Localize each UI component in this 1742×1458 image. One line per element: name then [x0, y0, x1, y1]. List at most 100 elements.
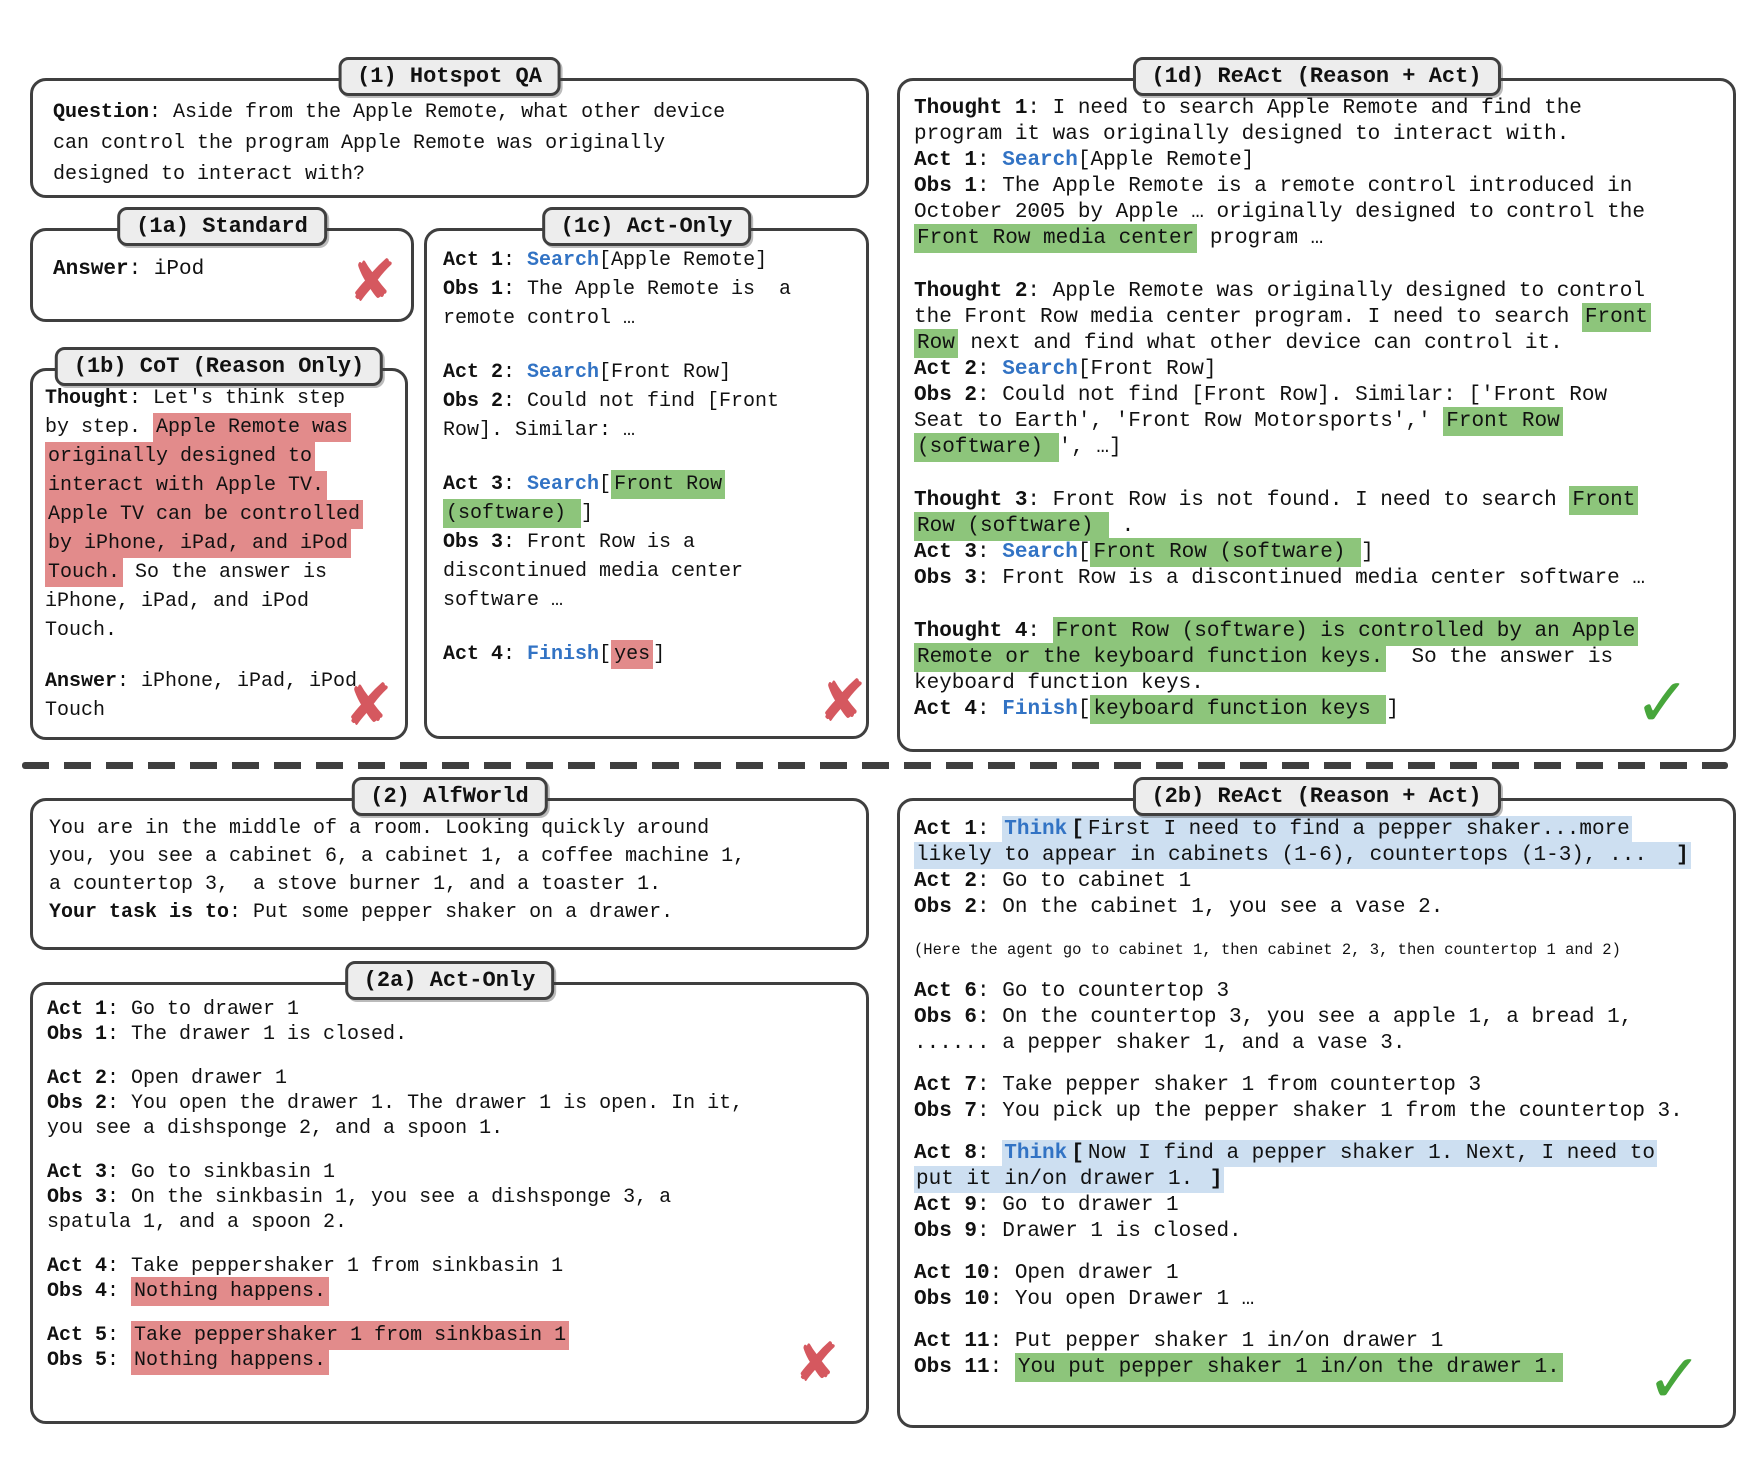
panel-label-react-alfworld: (2b) ReAct (Reason + Act)	[1132, 777, 1501, 816]
text-line: Apple TV can be controlled	[45, 500, 393, 529]
panel-act-only-qa: (1c) Act-Only Act 1: Search[Apple Remote…	[424, 207, 869, 739]
blank-line	[914, 461, 1727, 488]
text-line: Your task is to: Put some pepper shaker …	[49, 901, 674, 924]
panel-standard: (1a) Standard Answer: iPod	[30, 207, 414, 322]
panel-label-hotspot-qa: (1) Hotspot QA	[338, 57, 561, 96]
text-line: designed to interact with?	[53, 163, 366, 186]
text-line: Act 1: Search[Apple Remote]	[443, 249, 768, 272]
text-line: Obs 11: You put pepper shaker 1 in/on th…	[914, 1353, 1727, 1382]
text-line: Act 1: Search[Apple Remote]	[914, 149, 1255, 172]
panel-content-react-alfworld: Act 1: Think[First I need to find a pepp…	[900, 801, 1733, 1382]
blank-line	[914, 1313, 1727, 1329]
text-line: You are in the middle of a room. Looking…	[49, 817, 710, 840]
text-line: Act 1: Think[First I need to find a pepp…	[914, 816, 1632, 843]
text-line: Act 10: Open drawer 1	[914, 1262, 1179, 1285]
text-line: Act 2: Go to cabinet 1	[914, 870, 1192, 893]
text-line: the Front Row media center program. I ne…	[914, 303, 1727, 332]
blank-line	[914, 1125, 1727, 1141]
text-line: Act 3: Search[Front Row	[443, 470, 850, 499]
blank-line	[45, 645, 393, 667]
text-line: a countertop 3, a stove burner 1, and a …	[49, 873, 662, 896]
text-line: Obs 2: On the cabinet 1, you see a vase …	[914, 896, 1444, 919]
text-line: Obs 3: Front Row is a discontinued media…	[914, 567, 1645, 590]
text-line: by iPhone, iPad, and iPod	[45, 529, 393, 558]
text-line: Act 3: Go to sinkbasin 1	[47, 1161, 336, 1184]
text-line: by step. Apple Remote was	[45, 413, 393, 442]
text-line: October 2005 by Apple … originally desig…	[914, 201, 1645, 224]
text-line: Thought 4: Front Row (software) is contr…	[914, 617, 1727, 646]
text-line: Row next and find what other device can …	[914, 329, 1727, 358]
text-line: Act 4: Finish[keyboard function keys ]	[914, 695, 1727, 724]
cross-icon: ✘	[794, 1331, 840, 1394]
panel-content-cot-reason-only: Thought: Let's think step by step. Apple …	[33, 371, 405, 738]
text-line: Act 4: Take peppershaker 1 from sinkbasi…	[47, 1255, 564, 1278]
text-line: originally designed to	[45, 442, 393, 471]
text-line: Obs 9: Drawer 1 is closed.	[914, 1220, 1242, 1243]
text-line: Obs 3: On the sinkbasin 1, you see a dis…	[47, 1186, 672, 1209]
text-line: (Here the agent go to cabinet 1, then ca…	[914, 941, 1621, 959]
panel-react-alfworld: (2b) ReAct (Reason + Act) Act 1: Think[F…	[897, 777, 1736, 1428]
text-line: likely to appear in cabinets (1-6), coun…	[914, 842, 1691, 869]
text-line: Touch. So the answer is	[45, 558, 393, 587]
text-line: Answer: iPhone, iPad, iPod	[45, 670, 358, 693]
panel-label-cot-reason-only: (1b) CoT (Reason Only)	[54, 347, 384, 386]
text-line: discontinued media center	[443, 560, 744, 583]
text-line: Act 3: Search[Front Row (software) ]	[914, 538, 1727, 567]
blank-line	[443, 333, 850, 358]
blank-line	[914, 592, 1727, 619]
panel-label-standard: (1a) Standard	[117, 207, 327, 246]
text-line: remote control …	[443, 307, 636, 330]
text-line: Row (software) .	[914, 512, 1727, 541]
text-line: you, you see a cabinet 6, a cabinet 1, a…	[49, 845, 746, 868]
blank-line	[443, 615, 850, 640]
section-divider	[22, 762, 1728, 769]
panel-act-only-alfworld: (2a) Act-Only Act 1: Go to drawer 1 Obs 1…	[30, 961, 869, 1424]
text-line: you see a dishsponge 2, and a spoon 1.	[47, 1117, 504, 1140]
text-line: Act 1: Go to drawer 1	[47, 998, 300, 1021]
text-line: put it in/on drawer 1. ]	[914, 1166, 1225, 1193]
text-line: (software) ', …]	[914, 433, 1727, 462]
panel-content-act-only-alfworld: Act 1: Go to drawer 1 Obs 1: The drawer 1…	[33, 985, 866, 1385]
text-line: Obs 2: Could not find [Front Row]. Simil…	[914, 384, 1608, 407]
panel-label-react-qa: (1d) ReAct (Reason + Act)	[1132, 57, 1501, 96]
text-line: Seat to Earth', 'Front Row Motorsports',…	[914, 407, 1727, 436]
panel-alfworld: (2) AlfWorld You are in the middle of a …	[30, 777, 869, 950]
text-line: software …	[443, 589, 564, 612]
panel-content-standard: Answer: iPod	[33, 231, 411, 309]
text-line: Obs 1: The drawer 1 is closed.	[47, 1023, 408, 1046]
blank-line	[47, 1235, 852, 1254]
cross-icon: ✘	[818, 667, 867, 735]
text-line: Obs 6: On the countertop 3, you see a ap…	[914, 1006, 1633, 1029]
text-line: Touch.	[45, 619, 118, 642]
text-line: can control the program Apple Remote was…	[53, 132, 666, 155]
text-line: program it was originally designed to in…	[914, 123, 1570, 146]
cross-icon: ✘	[344, 671, 393, 739]
panel-content-react-qa: Thought 1: I need to search Apple Remote…	[900, 81, 1733, 724]
panel-cot-reason-only: (1b) CoT (Reason Only) Thought: Let's th…	[30, 347, 408, 740]
text-line: (software) ]	[443, 499, 850, 528]
text-line: Answer: iPod	[53, 258, 205, 281]
text-line: Obs 2: Could not find [Front	[443, 390, 780, 413]
text-line: Obs 1: The Apple Remote is a	[443, 278, 792, 301]
text-line: Obs 5: Nothing happens.	[47, 1346, 852, 1375]
panel-content-act-only-qa: Act 1: Search[Apple Remote] Obs 1: The Ap…	[427, 231, 866, 684]
blank-line	[443, 445, 850, 470]
text-line: Front Row media center program …	[914, 224, 1727, 253]
text-line: Obs 3: Front Row is a	[443, 531, 696, 554]
blank-line	[914, 1245, 1727, 1261]
text-line: Thought 3: Front Row is not found. I nee…	[914, 486, 1727, 515]
panel-label-act-only-qa: (1c) Act-Only	[541, 207, 752, 246]
text-line: Thought: Let's think step	[45, 387, 346, 410]
text-line: keyboard function keys.	[914, 672, 1204, 695]
blank-line	[914, 963, 1727, 979]
text-line: spatula 1, and a spoon 2.	[47, 1211, 348, 1234]
blank-line	[914, 1057, 1727, 1073]
text-line: Obs 4: Nothing happens.	[47, 1277, 852, 1306]
check-icon: ✓	[1634, 664, 1691, 743]
text-line: Obs 7: You pick up the pepper shaker 1 f…	[914, 1100, 1683, 1123]
text-line: interact with Apple TV.	[45, 471, 393, 500]
text-line: Thought 2: Apple Remote was originally d…	[914, 280, 1645, 303]
blank-line	[914, 921, 1727, 937]
panel-content-alfworld: You are in the middle of a room. Looking…	[33, 801, 866, 941]
